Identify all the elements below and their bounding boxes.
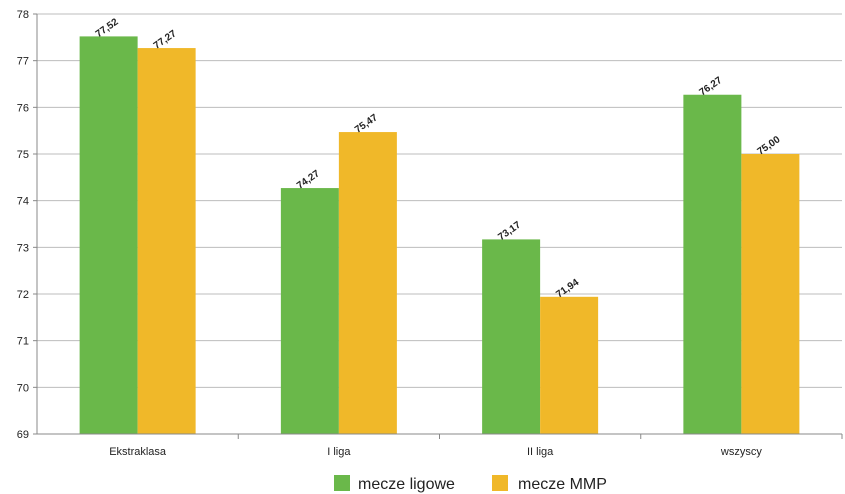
bar	[741, 154, 800, 434]
y-tick-label: 70	[17, 382, 29, 394]
y-tick-label: 73	[17, 242, 29, 254]
x-tick-label: wszyscy	[720, 446, 762, 458]
bar	[540, 296, 599, 434]
y-tick-label: 74	[17, 196, 29, 208]
bar	[137, 48, 196, 435]
legend-label: mecze MMP	[518, 476, 607, 493]
bar	[280, 188, 339, 434]
bar	[338, 132, 397, 435]
bar	[482, 239, 541, 434]
x-axis: Ekstraklasa I liga II liga wszyscy	[37, 433, 843, 458]
y-tick-label: 75	[17, 149, 29, 161]
y-tick-label: 77	[17, 56, 29, 68]
y-tick-label: 72	[17, 289, 29, 301]
legend: mecze ligowe mecze MMP	[334, 475, 607, 493]
legend-swatch	[492, 475, 508, 491]
legend-label: mecze ligowe	[358, 476, 455, 493]
bar	[79, 36, 138, 435]
bar	[683, 94, 742, 434]
x-tick-label: II liga	[527, 446, 554, 458]
bars	[79, 36, 800, 435]
y-tick-label: 71	[17, 336, 29, 348]
y-tick-label: 76	[17, 102, 29, 114]
legend-swatch	[334, 475, 350, 491]
y-axis: 69 70 71 72 73 74 75 76 77 78	[17, 9, 38, 441]
y-tick-label: 78	[17, 9, 29, 21]
y-tick-label: 69	[17, 429, 29, 441]
x-tick-label: Ekstraklasa	[109, 446, 167, 458]
x-tick-label: I liga	[327, 446, 351, 458]
